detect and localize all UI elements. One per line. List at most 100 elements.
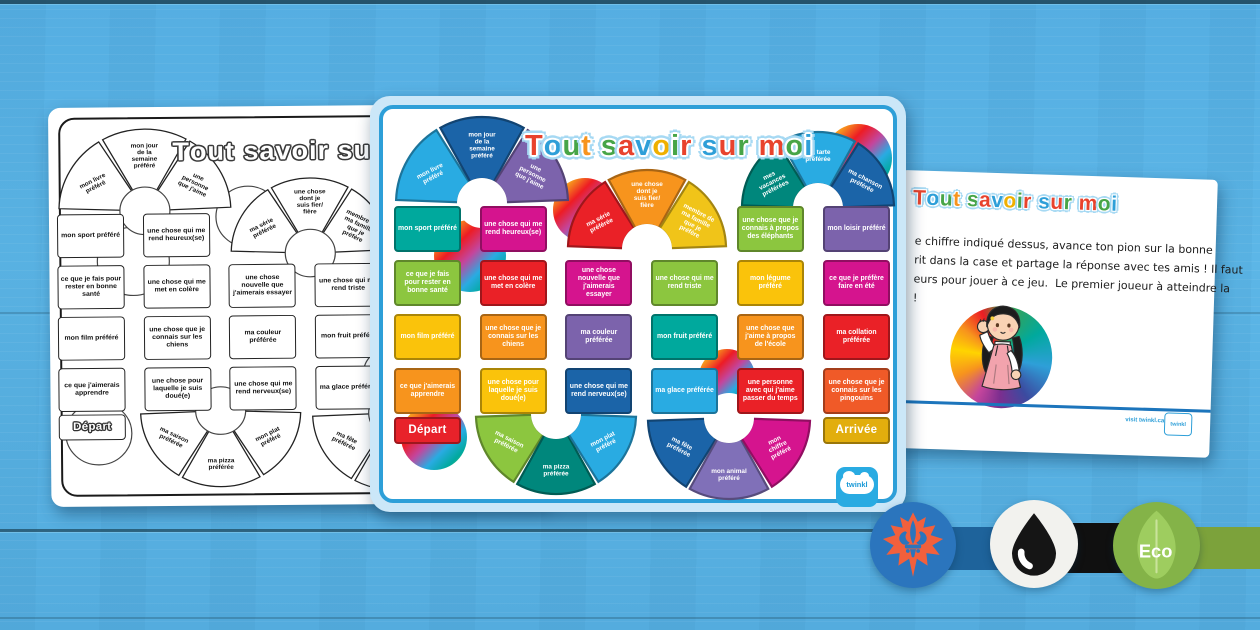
instructions-text-line: eurs pour jouer à ce jeu. Le premier jou… <box>913 272 1231 296</box>
title-letter: u <box>1049 190 1065 215</box>
title-letter: i <box>804 130 814 162</box>
footer-rule <box>894 399 1211 413</box>
title-letter: o <box>785 130 805 162</box>
badge-canada <box>870 502 956 588</box>
instructions-text-line: ! <box>912 291 918 305</box>
board-cell-c3: ma couleur préférée <box>229 314 297 360</box>
board-cell-a4: ce que j'aimerais apprendre <box>394 368 461 414</box>
title-letter: r <box>737 130 750 162</box>
board-cell-e2: mon légume préféré <box>736 260 804 306</box>
board-cell-b4: une chose pour laquelle je suis doué(e) <box>143 366 212 412</box>
title-letter: s <box>701 130 719 162</box>
board-cell-a2: ce que je fais pour rester en bonne sant… <box>57 265 125 310</box>
board-cell-label: mon jour de la semaine préféré <box>131 142 159 169</box>
title-letter <box>235 137 244 167</box>
board-cell-b4: une chose pour laquelle je suis doué(e) <box>479 368 547 414</box>
title-letter: o <box>543 130 563 162</box>
title-letter: v <box>635 130 653 162</box>
board-cell-a1: mon sport préféré <box>394 206 461 252</box>
girl-illustration <box>976 305 1023 391</box>
plank-seam <box>0 532 1260 533</box>
board-cell-label: ma pizza préférée <box>543 463 570 477</box>
title-letter: s <box>1037 190 1051 214</box>
board-cell-c4: une chose qui me rend nerveux(se) <box>565 368 633 414</box>
twinkl-logo-text: twinkl <box>846 480 868 489</box>
board-cell-a1: mon sport préféré <box>56 213 125 259</box>
board-cell-f2: ce que je préfère faire en été <box>823 260 890 306</box>
title-letter: m <box>1078 191 1099 216</box>
title-letter: o <box>189 137 208 166</box>
instructions-page[interactable]: Tout savoir sur moi e chiffre indiqué de… <box>893 170 1243 458</box>
title-letter: T <box>912 186 927 210</box>
board-cell-b1: une chose qui me rend heureux(se) <box>479 206 547 252</box>
board-cell-a4: ce que j'aimerais apprendre <box>58 367 126 413</box>
board-cell-a3: mon film préféré <box>394 314 461 360</box>
board-cell-f4: une chose que je connais sur les pingoui… <box>823 368 890 414</box>
board-cell-c3: ma couleur préférée <box>565 314 633 360</box>
title-letter <box>592 130 601 163</box>
title-letter: s <box>966 188 980 212</box>
board-cell-label: mon jour de la semaine préféré <box>468 131 496 159</box>
board-cell-label: ma pizza préférée <box>208 457 235 471</box>
color-game-board: mon livrepréféré mon jour de la semaine préf… <box>370 96 905 510</box>
title-letter: u <box>207 136 226 166</box>
plank-seam <box>0 617 1260 619</box>
title-letter: s <box>337 135 354 165</box>
board-cell-d4: ma glace préférée <box>651 368 719 414</box>
title-letter: i <box>671 130 681 162</box>
board-cell-b2: une chose qui me met en colère <box>143 264 211 309</box>
plank-seam <box>0 529 1260 532</box>
board-cell-e4: une personne avec qui j'aime passer du t… <box>736 368 804 414</box>
title-letter <box>750 130 759 163</box>
ink-droplet-icon <box>1012 513 1056 576</box>
board-cell-d2: une chose qui me rend triste <box>651 260 719 306</box>
title-letter: u <box>939 187 954 211</box>
title-letter: T <box>525 130 544 162</box>
title-letter: t <box>581 130 592 162</box>
color-board-page[interactable]: mon livrepréféré mon jour de la semaine préf… <box>370 96 906 512</box>
title-letter: a <box>618 130 636 162</box>
title-letter: s <box>243 136 260 166</box>
board-cell-b2: une chose qui me met en colère <box>479 260 547 306</box>
twinkl-logo: twinkl <box>1163 412 1193 437</box>
instructions-text-line: e chiffre indiqué dessus, avance ton pio… <box>914 234 1213 257</box>
board-cell-b3: une chose que je connais sur les chiens <box>143 315 211 360</box>
eco-leaf-icon: Eco <box>1137 510 1176 579</box>
board-cell-label: unepersonneque j'aime <box>177 168 215 199</box>
twinkl-logo: twinkl <box>836 467 878 507</box>
title-letter: t <box>224 136 236 166</box>
title-letter: r <box>680 130 693 162</box>
title-letter: i <box>1110 192 1118 216</box>
title-letter: T <box>172 137 191 166</box>
board-cell-b1: une chose qui me rend heureux(se) <box>142 213 210 258</box>
title-letter: u <box>562 130 582 162</box>
board-cell-arrivee: Arrivée <box>823 417 890 444</box>
title-letter: o <box>1097 192 1112 216</box>
title-letter: o <box>291 136 310 165</box>
board-cell-f1: mon loisir préféré <box>823 206 890 252</box>
title-letter: o <box>1003 189 1018 213</box>
board-cell-a2: ce que je fais pour rester en bonne sant… <box>394 260 461 306</box>
title-letter: u <box>718 130 738 162</box>
title-letter: v <box>275 136 292 166</box>
instructions-title: Tout savoir sur moi <box>913 186 1118 216</box>
board-cell-c2: une chose nouvelle que j'aimerais essaye… <box>228 263 297 308</box>
title-letter: s <box>600 130 619 162</box>
plank-seam <box>0 0 1260 4</box>
badge-ink <box>990 500 1078 588</box>
board-cell-a3: mon film préféré <box>57 316 126 361</box>
visit-link[interactable]: visit twinkl.ca <box>1125 417 1165 425</box>
title-letter: u <box>353 135 372 165</box>
board-cell-f3: ma collation préférée <box>823 314 890 360</box>
title-letter: r <box>317 136 330 165</box>
board-cell-e3: une chose que j'aime à propos de l'école <box>736 314 804 360</box>
board-cell-label: membre dema familleque jepréfère <box>672 202 715 243</box>
eco-label: Eco <box>1139 541 1173 562</box>
board-cell-label: une chose dont je suis fier/fière <box>294 188 326 215</box>
board-cell-b3: une chose que je connais sur les chiens <box>479 314 547 360</box>
maple-leaf-fleur-de-lis-icon <box>882 512 944 577</box>
board-cell-label: une chose dont je suis fier/fière <box>631 181 663 209</box>
title-letter: o <box>926 186 941 211</box>
